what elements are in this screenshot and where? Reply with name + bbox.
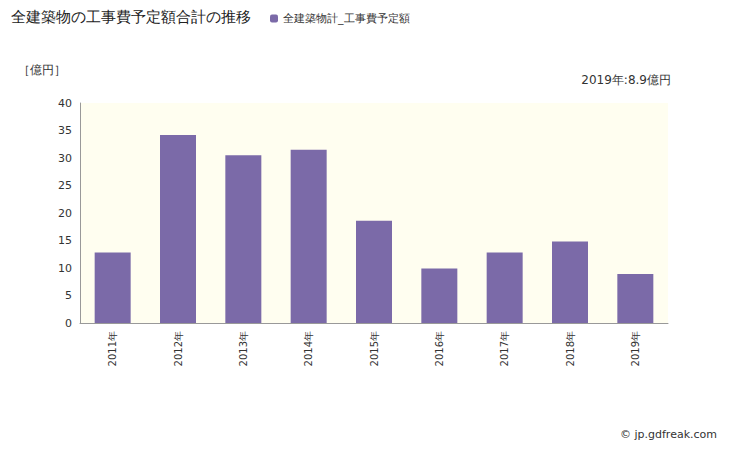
svg-text:20: 20	[58, 207, 72, 220]
svg-text:© jp.gdfreak.com: © jp.gdfreak.com	[620, 428, 717, 441]
svg-text:40: 40	[58, 97, 72, 110]
svg-text:2019年: 2019年	[630, 331, 641, 366]
svg-text:2014年: 2014年	[303, 331, 314, 366]
svg-text:全建築物の工事費予定額合計の推移: 全建築物の工事費予定額合計の推移	[11, 8, 251, 26]
svg-text:2012年: 2012年	[173, 331, 184, 366]
svg-text:2016年: 2016年	[434, 331, 445, 366]
svg-text:2017年: 2017年	[499, 331, 510, 366]
svg-text:25: 25	[58, 179, 72, 192]
svg-text:2013年: 2013年	[238, 331, 249, 366]
svg-text:5: 5	[65, 289, 72, 302]
svg-text:2019年:8.9億円: 2019年:8.9億円	[581, 73, 671, 87]
svg-text:30: 30	[58, 152, 72, 165]
svg-text:15: 15	[58, 234, 72, 247]
svg-text:10: 10	[58, 262, 72, 275]
svg-text:2018年: 2018年	[565, 331, 576, 366]
svg-text:2011年: 2011年	[107, 331, 118, 366]
svg-text:2015年: 2015年	[369, 331, 380, 366]
svg-text:［億円］: ［億円］	[18, 63, 66, 77]
svg-text:35: 35	[58, 124, 72, 137]
svg-text:0: 0	[65, 317, 72, 330]
svg-text:全建築物計_工事費予定額: 全建築物計_工事費予定額	[283, 12, 410, 25]
